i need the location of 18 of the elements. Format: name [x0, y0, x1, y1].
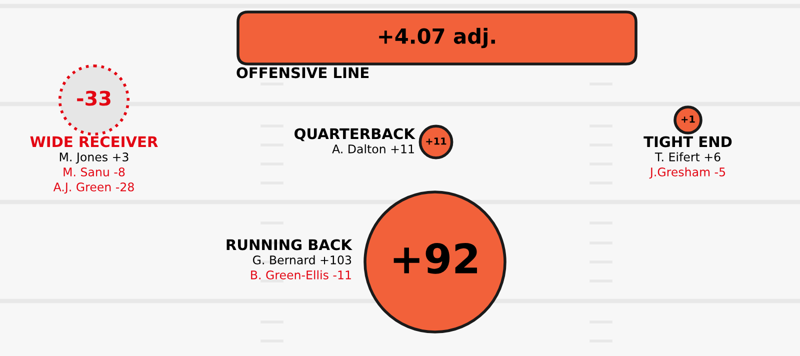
text: A. Dalton +11 — [332, 144, 414, 154]
data-label: +11 — [426, 138, 446, 145]
text: A.J. Green -28 — [53, 182, 134, 194]
data-label: +1 — [682, 116, 695, 123]
category-label: OFFENSIVE LINE — [236, 67, 369, 78]
category-label: WIDE RECEIVER — [30, 136, 158, 148]
category-label: TIGHT END — [644, 136, 732, 148]
text: J.Gresham -5 — [649, 167, 726, 179]
data-label: -33 — [77, 90, 110, 106]
data-label: +92 — [394, 242, 477, 274]
text: G. Bernard +103 — [252, 255, 352, 264]
text: B. Green-Ellis -11 — [251, 270, 351, 280]
data-label: +4.07 adj. — [379, 28, 495, 48]
text: T. Eifert +6 — [654, 152, 720, 162]
category-label: QUARTERBACK — [294, 128, 416, 142]
text: M. Sanu -8 — [64, 167, 125, 176]
text: M. Jones +3 — [60, 152, 128, 164]
category-label: RUNNING BACK — [226, 239, 352, 250]
